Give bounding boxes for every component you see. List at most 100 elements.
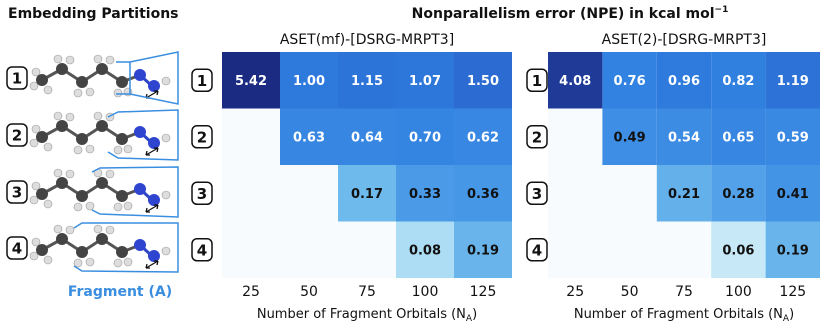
panel-title: Embedding Partitions (8, 6, 179, 22)
cell-value-label: 0.49 (614, 130, 646, 145)
row-label-box (6, 236, 28, 260)
cell-value-label: 0.54 (668, 130, 700, 145)
cell-value-label: 0.76 (614, 74, 646, 89)
x-tick-label: 125 (779, 284, 806, 300)
cell-value-label: 0.19 (467, 243, 499, 258)
row-label-box (6, 180, 28, 204)
cell-value-label: 0.64 (351, 130, 383, 145)
row-label: 3 (12, 184, 22, 202)
heatmap-cell (602, 52, 657, 109)
cell-value-label: 5.42 (235, 74, 267, 89)
row-label: 4 (197, 241, 207, 259)
title-superscript: −1 (715, 5, 729, 15)
cell-value-label: 0.08 (409, 243, 441, 258)
row-label-box (526, 181, 548, 205)
row-label-box (526, 68, 548, 92)
cell-value-label: 0.96 (668, 74, 700, 89)
x-axis-label-text: Number of Fragment Orbitals (N (257, 307, 466, 322)
row-label: 1 (532, 72, 542, 90)
row-label-box (191, 68, 213, 92)
x-axis-label: Number of Fragment Orbitals (NA) (574, 307, 794, 324)
heatmap-cell (711, 165, 766, 222)
cell-value-label: 0.82 (722, 74, 754, 89)
cell-value-label: 1.19 (777, 74, 809, 89)
cell-value-label: 0.17 (351, 187, 383, 202)
row-label: 3 (532, 185, 542, 203)
cell-value-label: 1.07 (409, 74, 441, 89)
cell-value-label: 1.00 (293, 74, 325, 89)
row-label: 4 (12, 240, 22, 258)
heatmap-cell (396, 108, 454, 165)
row-label: 2 (12, 127, 22, 145)
heatmap-cell (656, 52, 712, 109)
heatmap-cell (454, 108, 512, 165)
heatmap-cell (280, 108, 338, 165)
heatmap-cell (602, 108, 657, 165)
cell-value-label: 0.36 (467, 187, 499, 202)
cell-value-label: 1.50 (467, 74, 499, 89)
heatmap-cell (338, 108, 396, 165)
x-axis-label-subscript: A (783, 314, 790, 324)
heatmap-cell (396, 165, 454, 222)
cell-value-label: 0.28 (722, 187, 754, 202)
cell-value-label: 0.06 (722, 243, 754, 258)
heatmap-cell (454, 165, 512, 222)
heatmap-cell (711, 52, 766, 109)
heatmap-cell (454, 52, 512, 109)
heatmap-cell (280, 52, 338, 109)
row-label-box (191, 125, 213, 149)
chart-title: ASET(mf)-[DSRG-MRPT3] (280, 32, 454, 48)
title-text: Nonparallelism error (NPE) in kcal mol (412, 6, 715, 22)
heatmap-cell (548, 52, 603, 109)
cell-value-label: 0.65 (722, 130, 754, 145)
x-tick-label: 50 (621, 284, 639, 300)
x-axis-label-subscript: A (466, 314, 473, 324)
molecules (28, 51, 179, 273)
cell-value-label: 0.59 (777, 130, 809, 145)
x-tick-label: 75 (358, 284, 376, 300)
x-axis-label-close: ) (472, 307, 477, 322)
row-label: 1 (12, 70, 22, 88)
cell-value-label: 0.33 (409, 187, 441, 202)
x-axis-label: Number of Fragment Orbitals (NA) (257, 307, 477, 324)
heatmap-cell (711, 108, 766, 165)
heatmap-cell (656, 108, 712, 165)
heatmap-cell (396, 52, 454, 109)
heatmap-cell (765, 52, 820, 109)
row-label-box (191, 181, 213, 205)
x-axis-label-text: Number of Fragment Orbitals (N (574, 307, 783, 322)
heatmap-cell (396, 221, 454, 278)
heatmap-cell (656, 165, 712, 222)
row-label-box (191, 238, 213, 262)
x-axis-label-close: ) (789, 307, 794, 322)
cell-value-label: 4.08 (559, 74, 591, 89)
heatmap-cell (711, 221, 766, 278)
heatmap-cell (338, 165, 396, 222)
cell-value-label: 0.62 (467, 130, 499, 145)
row-label: 4 (532, 241, 542, 259)
cell-value-label: 1.15 (351, 74, 383, 89)
cell-value-label: 0.63 (293, 130, 325, 145)
x-tick-label: 100 (412, 284, 439, 300)
row-label-box (6, 66, 28, 90)
chart-title: ASET(2)-[DSRG-MRPT3] (602, 32, 767, 48)
heatmap-cell (454, 221, 512, 278)
row-label: 2 (532, 128, 542, 146)
x-tick-label: 75 (675, 284, 693, 300)
cell-value-label: 0.41 (777, 187, 809, 202)
x-tick-label: 125 (470, 284, 497, 300)
cell-value-label: 0.21 (668, 187, 700, 202)
row-label: 3 (197, 185, 207, 203)
x-tick-label: 25 (566, 284, 584, 300)
heatmap-cell (765, 221, 820, 278)
row-label-box (526, 125, 548, 149)
fragment-label: Fragment (A) (68, 284, 172, 300)
x-tick-label: 50 (300, 284, 318, 300)
heatmap-cell (765, 165, 820, 222)
row-label-box (526, 238, 548, 262)
heatmap-cell (222, 52, 280, 109)
figure-title: Nonparallelism error (NPE) in kcal mol−1 (412, 5, 729, 23)
row-label: 1 (197, 72, 207, 90)
